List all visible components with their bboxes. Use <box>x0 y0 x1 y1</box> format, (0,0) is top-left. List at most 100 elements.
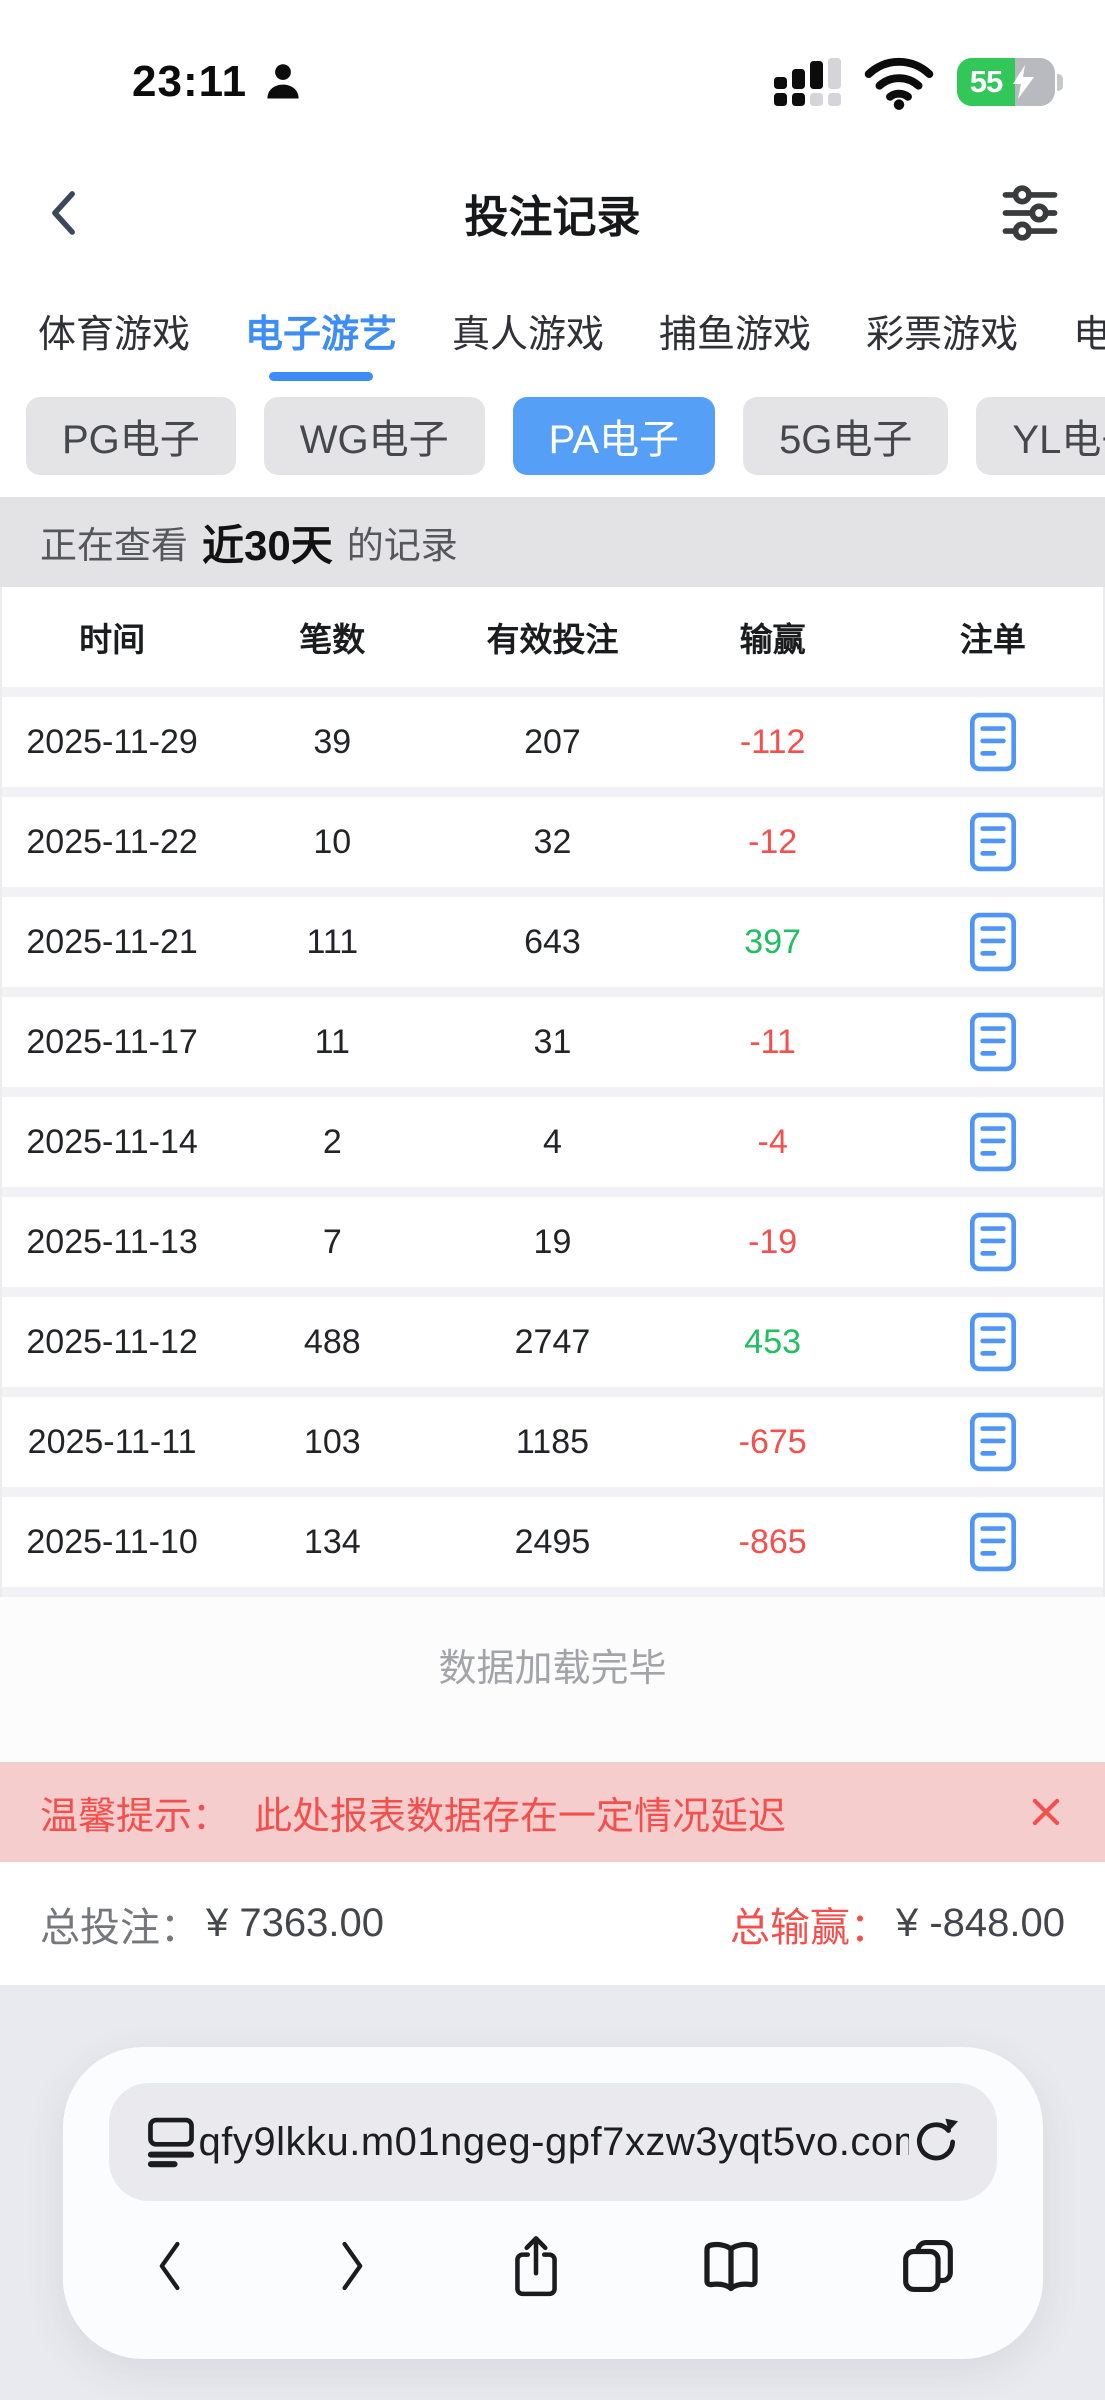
reader-view-icon[interactable] <box>143 2114 199 2170</box>
tab-item[interactable]: 真人游戏 <box>452 275 604 385</box>
date-cell: 2025-11-12 <box>26 1322 198 1361</box>
bet-slip-note-icon <box>969 1012 1016 1072</box>
chip-label: PG电子 <box>62 418 200 462</box>
view-range-prefix: 正在查看 <box>40 525 188 566</box>
date-cell: 2025-11-13 <box>26 1222 198 1261</box>
bet-slip-button[interactable] <box>883 1112 1103 1172</box>
records-table: 时间 笔数 有效投注 输赢 注单 2025-11-29 39 207 -112 2025-11… <box>0 587 1105 1597</box>
bet-slip-button[interactable] <box>883 1412 1103 1472</box>
total-winlose: 总输赢： ¥ -848.00 <box>730 1895 1065 1953</box>
bet-slip-button[interactable] <box>883 1512 1103 1572</box>
bet-slip-note-icon <box>969 1212 1016 1272</box>
count-cell: 103 <box>303 1422 361 1461</box>
bet-slip-button[interactable] <box>883 1312 1103 1372</box>
bet-slip-note-icon <box>969 1412 1016 1472</box>
count-cell: 11 <box>314 1022 350 1061</box>
bet-slip-note-icon <box>969 812 1016 872</box>
provider-chip[interactable]: 5G电子 <box>743 397 949 475</box>
bet-slip-note-icon <box>969 1112 1016 1172</box>
tab-item[interactable]: 电子游艺 <box>245 275 397 385</box>
tab-item[interactable]: 捕鱼游戏 <box>659 275 811 385</box>
column-header: 笔数 <box>299 621 366 658</box>
back-button[interactable] <box>44 186 84 240</box>
winlose-cell: 397 <box>744 922 802 961</box>
count-cell: 111 <box>306 922 359 961</box>
bet-slip-note-icon <box>969 712 1016 772</box>
warning-banner: 温馨提示： 此处报表数据存在一定情况延迟 <box>0 1762 1105 1862</box>
bet-slip-note-icon <box>969 1312 1016 1372</box>
bet-slip-button[interactable] <box>883 1212 1103 1272</box>
table-row: 2025-11-17 11 31 -11 <box>2 997 1103 1087</box>
browser-back-button[interactable] <box>149 2235 193 2297</box>
tab-label: 电 <box>1073 313 1105 356</box>
share-icon <box>514 2236 557 2297</box>
count-cell: 488 <box>303 1322 361 1361</box>
date-cell: 2025-11-10 <box>26 1522 198 1561</box>
close-x-icon <box>1032 1798 1060 1826</box>
bet-slip-button[interactable] <box>883 712 1103 772</box>
bet-slip-note-icon <box>969 912 1016 972</box>
page-title: 投注记录 <box>464 192 641 242</box>
count-cell: 10 <box>313 822 352 861</box>
provider-chip[interactable]: WG电子 <box>263 397 485 475</box>
total-winlose-label: 总输赢： <box>729 1905 890 1950</box>
active-tab-underline <box>269 372 374 381</box>
provider-chip[interactable]: PA电子 <box>512 397 716 475</box>
column-header: 有效投注 <box>486 621 619 658</box>
date-cell: 2025-11-21 <box>26 922 198 961</box>
winlose-cell: -12 <box>748 822 798 861</box>
banner-label: 温馨提示： <box>40 1795 231 1838</box>
valid-bet-cell: 1185 <box>515 1422 590 1461</box>
tabs-overview-button[interactable] <box>899 2237 957 2295</box>
browser-toolbar <box>109 2233 997 2299</box>
table-row: 2025-11-21 111 643 397 <box>2 897 1103 987</box>
bookmarks-button[interactable] <box>699 2237 763 2295</box>
provider-chip[interactable]: PG电子 <box>26 397 236 475</box>
tab-item[interactable]: 电 <box>1073 275 1105 385</box>
forward-chevron-icon <box>341 2241 362 2291</box>
winlose-cell: -4 <box>757 1122 788 1161</box>
cellular-signal-icon <box>774 58 841 106</box>
date-cell: 2025-11-29 <box>26 722 198 761</box>
wifi-icon <box>864 57 934 110</box>
load-complete-text: 数据加载完毕 <box>438 1648 667 1690</box>
valid-bet-cell: 19 <box>533 1222 572 1261</box>
tab-item[interactable]: 彩票游戏 <box>866 275 1018 385</box>
bet-slip-button[interactable] <box>883 1012 1103 1072</box>
banner-close-button[interactable] <box>1027 1793 1065 1831</box>
bet-slip-button[interactable] <box>883 912 1103 972</box>
tab-label: 电子游艺 <box>245 313 398 356</box>
provider-chip[interactable]: YL电子 <box>976 397 1105 475</box>
share-button[interactable] <box>509 2233 563 2299</box>
status-bar: 23:11 55 <box>0 0 1105 150</box>
url-text: qfy9lkku.m01ngeg-gpf7xzw3yqt5vo.com <box>198 2119 909 2164</box>
date-cell: 2025-11-17 <box>26 1022 198 1061</box>
count-cell: 2 <box>322 1122 342 1161</box>
browser-forward-button[interactable] <box>329 2235 373 2297</box>
valid-bet-cell: 2495 <box>514 1522 591 1561</box>
table-row: 2025-11-29 39 207 -112 <box>2 697 1103 787</box>
table-row: 2025-11-10 134 2495 -865 <box>2 1497 1103 1587</box>
totals-bar: 总投注： ¥ 7363.00 总输赢： ¥ -848.00 <box>0 1862 1105 1985</box>
total-winlose-value: ¥ -848.00 <box>895 1901 1065 1945</box>
view-range-suffix: 的记录 <box>346 525 458 566</box>
chip-label: PA电子 <box>548 418 680 462</box>
battery-percent: 55 <box>969 64 1003 99</box>
bet-slip-button[interactable] <box>883 812 1103 872</box>
valid-bet-cell: 31 <box>533 1022 572 1061</box>
chip-label: 5G电子 <box>779 418 913 462</box>
status-right-cluster: 55 <box>774 53 1063 111</box>
table-row: 2025-11-13 7 19 -19 <box>2 1197 1103 1287</box>
winlose-cell: -19 <box>748 1222 798 1261</box>
filter-button[interactable] <box>999 182 1061 244</box>
date-cell: 2025-11-22 <box>26 822 198 861</box>
back-chevron-icon <box>52 190 75 235</box>
winlose-cell: -675 <box>738 1422 807 1461</box>
reload-icon[interactable] <box>909 2115 963 2169</box>
address-bar[interactable]: qfy9lkku.m01ngeg-gpf7xzw3yqt5vo.com <box>108 2083 997 2201</box>
tab-item[interactable]: 体育游戏 <box>38 275 190 385</box>
view-range-bar: 正在查看 近30天 的记录 <box>0 497 1105 587</box>
bookmarks-book-icon <box>703 2241 758 2292</box>
table-row: 2025-11-12 488 2747 453 <box>2 1297 1103 1387</box>
total-bet-label: 总投注： <box>40 1905 200 1950</box>
